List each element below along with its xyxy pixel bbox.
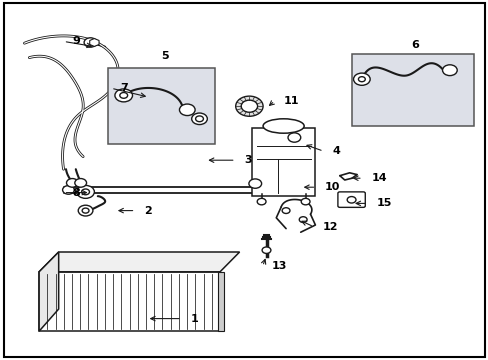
- Bar: [351, 54, 473, 126]
- Circle shape: [62, 185, 74, 194]
- Text: 4: 4: [332, 146, 340, 156]
- Circle shape: [84, 38, 97, 47]
- Polygon shape: [39, 272, 220, 331]
- Circle shape: [77, 185, 94, 198]
- Circle shape: [248, 179, 261, 188]
- Polygon shape: [39, 252, 239, 272]
- Polygon shape: [89, 39, 99, 46]
- Circle shape: [358, 77, 365, 82]
- Text: 14: 14: [371, 173, 386, 183]
- Circle shape: [82, 208, 89, 213]
- Text: 5: 5: [161, 51, 169, 61]
- Ellipse shape: [263, 119, 304, 133]
- Text: 9: 9: [72, 36, 80, 46]
- Bar: [107, 68, 215, 144]
- Text: 11: 11: [283, 96, 299, 106]
- Text: 8: 8: [72, 188, 80, 198]
- Circle shape: [257, 198, 265, 205]
- Text: 3: 3: [244, 155, 252, 165]
- Text: 10: 10: [325, 182, 340, 192]
- Text: 6: 6: [410, 40, 418, 50]
- Circle shape: [353, 73, 369, 85]
- Circle shape: [282, 208, 289, 213]
- Circle shape: [81, 189, 89, 195]
- Text: 7: 7: [120, 83, 127, 93]
- Circle shape: [115, 89, 132, 102]
- Circle shape: [66, 179, 78, 187]
- Text: 13: 13: [271, 261, 286, 271]
- FancyBboxPatch shape: [251, 128, 315, 196]
- Polygon shape: [39, 252, 59, 331]
- Circle shape: [148, 81, 160, 90]
- Circle shape: [299, 217, 306, 222]
- Circle shape: [241, 100, 257, 112]
- Text: 15: 15: [376, 198, 391, 208]
- Circle shape: [78, 205, 93, 216]
- Bar: [218, 272, 224, 331]
- Circle shape: [258, 185, 269, 194]
- Circle shape: [287, 133, 300, 142]
- Text: 2: 2: [144, 206, 152, 216]
- Circle shape: [195, 116, 203, 122]
- Circle shape: [191, 113, 207, 125]
- Text: 12: 12: [322, 222, 338, 232]
- Circle shape: [120, 93, 127, 98]
- FancyBboxPatch shape: [337, 192, 365, 207]
- Circle shape: [235, 96, 263, 116]
- Circle shape: [346, 197, 355, 203]
- Circle shape: [75, 179, 86, 187]
- Circle shape: [442, 65, 456, 76]
- Circle shape: [262, 247, 270, 253]
- Circle shape: [301, 198, 309, 205]
- Text: 1: 1: [190, 314, 198, 324]
- Circle shape: [179, 104, 195, 116]
